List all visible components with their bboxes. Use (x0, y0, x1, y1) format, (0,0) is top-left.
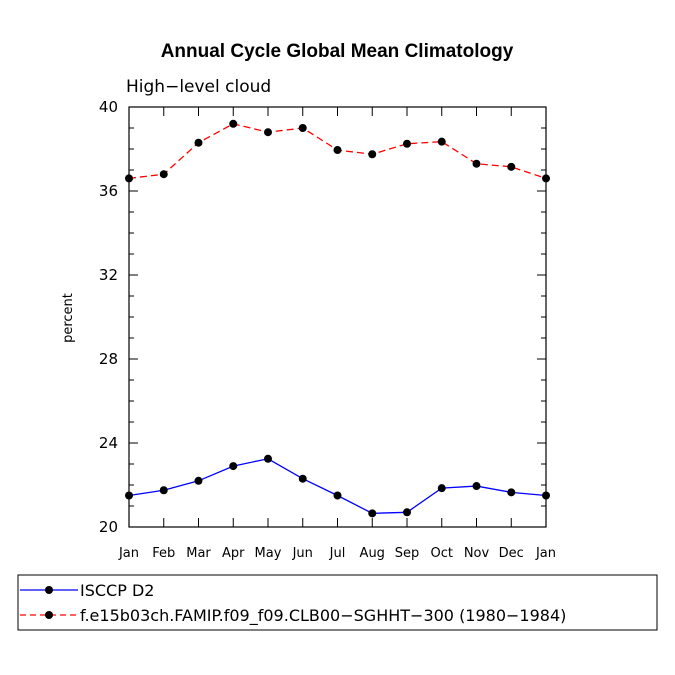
ticks: 20 24 28 32 36 40 Jan Feb Mar Apr May Jun Jul Aug Sep O… (99, 98, 556, 561)
series-0-point (368, 509, 377, 518)
x-tick-label: Jan (118, 546, 139, 561)
x-tick-label: Nov (464, 546, 490, 561)
series-0-point (403, 508, 411, 517)
legend-swatch-marker-0 (45, 586, 53, 594)
series-0-point (507, 488, 516, 497)
series-1-point (437, 137, 446, 146)
x-tick-label: Apr (222, 546, 245, 561)
x-tick-label: Mar (186, 546, 211, 561)
legend-label-1: f.e15b03ch.FAMIP.f09_f09.CLB00−SGHHT−300… (80, 606, 566, 626)
series-0-point (437, 484, 446, 493)
plot-frame (128, 106, 547, 528)
series-1-point (298, 124, 307, 132)
series-0-point (298, 474, 307, 483)
x-tick-label: Jun (292, 546, 313, 561)
y-tick-label: 40 (99, 98, 118, 116)
series-0-point (542, 491, 550, 500)
y-tick-label: 28 (99, 350, 118, 368)
series-0-point (229, 462, 238, 471)
x-tick-label: Jan (535, 546, 556, 561)
series-line-0 (128, 458, 547, 515)
chart-subtitle: High−level cloud (126, 77, 271, 97)
legend-label-0: ISCCP D2 (80, 581, 154, 600)
series-1-point (507, 162, 516, 171)
x-tick-label: Feb (152, 546, 175, 561)
series-0-point (125, 491, 133, 500)
x-tick-label: Sep (395, 546, 420, 561)
series-0-point (159, 486, 168, 495)
y-tick-label: 32 (99, 266, 118, 284)
axes (128, 106, 547, 528)
x-tick-label: Dec (499, 546, 524, 561)
series-0-point (472, 482, 481, 491)
series-1-point (194, 138, 203, 147)
series-1-point (159, 170, 168, 179)
series-1-point (125, 174, 133, 183)
chart-title: Annual Cycle Global Mean Climatology (161, 41, 514, 62)
series-0-point (194, 476, 203, 485)
y-tick-label: 36 (99, 182, 118, 200)
series-1-point (333, 146, 342, 155)
y-tick-label: 24 (99, 434, 118, 452)
series-1-point (229, 119, 238, 128)
y-axis-label: percent (61, 293, 76, 343)
legend: ISCCP D2 f.e15b03ch.FAMIP.f09_f09.CLB00−… (17, 574, 658, 631)
series-layer (125, 119, 550, 518)
legend-box (17, 574, 658, 631)
x-tick-label: Aug (360, 546, 385, 561)
series-1-point (368, 150, 377, 159)
series-0-point (264, 454, 272, 463)
series-1-point (264, 128, 272, 137)
y-tick-label: 20 (99, 518, 118, 536)
series-1-point (472, 159, 481, 168)
series-1-point (403, 139, 411, 148)
legend-swatch-marker-1 (45, 611, 53, 619)
x-tick-label: Oct (431, 546, 453, 561)
x-tick-label: May (255, 546, 282, 561)
x-tick-label: Jul (329, 546, 346, 561)
series-0-point (333, 491, 342, 500)
series-1-point (542, 174, 550, 183)
